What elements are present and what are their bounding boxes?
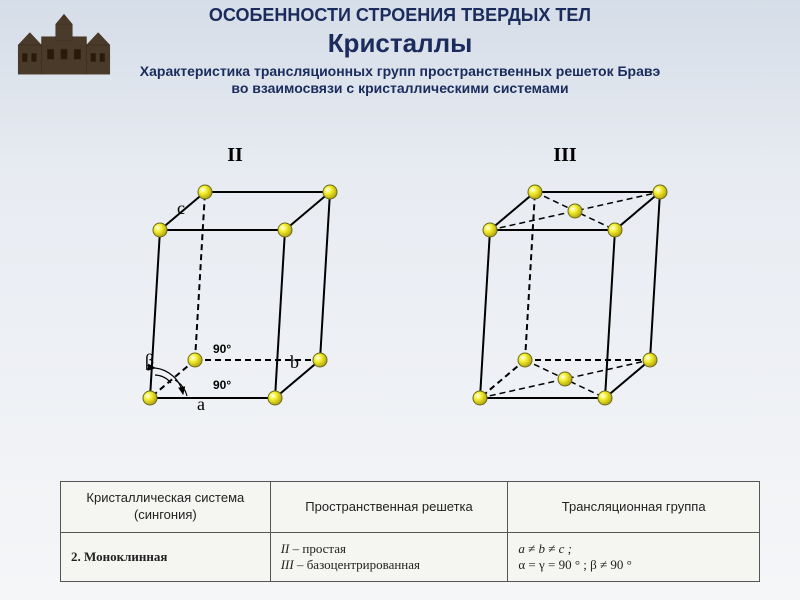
lattice-svg-II — [105, 150, 365, 420]
roman-II: II — [227, 144, 243, 167]
col-system: Кристаллическая система (сингония) — [61, 482, 271, 533]
axis-a: a — [197, 394, 205, 415]
building-icon — [14, 10, 114, 80]
cell-lattice: II – простая III – базоцентрированная — [270, 533, 508, 582]
title-line2: Кристаллы — [0, 28, 800, 59]
angle-90-upper: 90° — [213, 342, 231, 356]
lattice-cell-III: III — [435, 150, 695, 420]
lattice-svg-III — [435, 150, 695, 420]
col-group: Трансляционная группа — [508, 482, 760, 533]
lattice-cell-II: II — [105, 150, 365, 420]
cell-system: 2. Моноклинная — [61, 533, 271, 582]
subtitle: Характеристика трансляционных групп прос… — [0, 63, 800, 97]
col-lattice: Пространственная решетка — [270, 482, 508, 533]
angle-beta: β — [145, 350, 154, 371]
diagrams-row: II — [0, 150, 800, 440]
title-line1: ОСОБЕННОСТИ СТРОЕНИЯ ТВЕРДЫХ ТЕЛ — [0, 6, 800, 26]
title-block: ОСОБЕННОСТИ СТРОЕНИЯ ТВЕРДЫХ ТЕЛ Кристал… — [0, 0, 800, 96]
axis-b: b — [290, 352, 299, 373]
axis-c: c — [177, 198, 185, 219]
cell-group: a ≠ b ≠ c ; α = γ = 90 ° ; β ≠ 90 ° — [508, 533, 760, 582]
roman-III: III — [553, 144, 576, 167]
angle-90-lower: 90° — [213, 378, 231, 392]
bravais-table: Кристаллическая система (сингония) Прост… — [60, 481, 760, 582]
table-row: 2. Моноклинная II – простая III – базоце… — [61, 533, 760, 582]
